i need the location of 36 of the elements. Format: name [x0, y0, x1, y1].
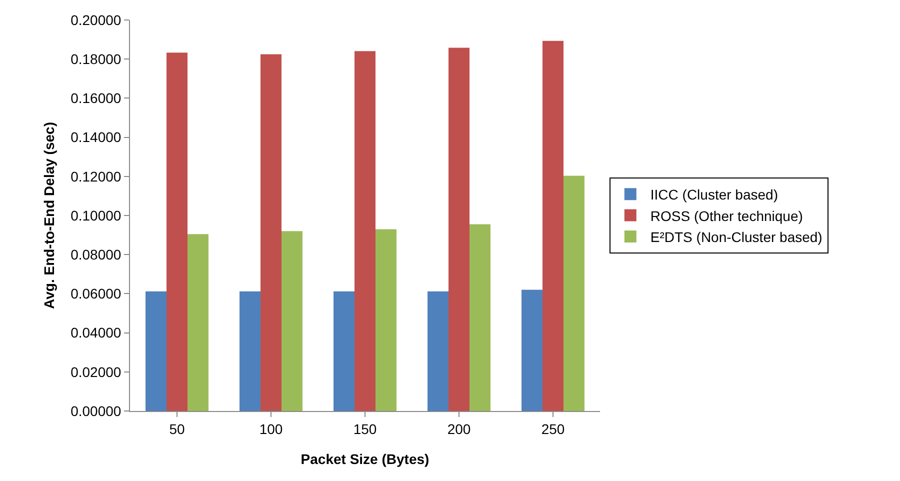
x-tick-label: 200	[447, 420, 471, 437]
y-tick-label: 0.06000	[70, 286, 122, 302]
y-tick-label: 0.08000	[70, 246, 122, 262]
x-tick-label: 250	[541, 420, 565, 437]
bar	[354, 51, 376, 411]
x-tick-label: 100	[259, 420, 283, 437]
y-tick-label: 0.04000	[70, 324, 122, 341]
legend-label: E²DTS (Non-Cluster based)	[650, 228, 822, 245]
y-tick-label: 0.02000	[70, 364, 122, 380]
bar	[146, 291, 166, 411]
bar	[522, 290, 542, 411]
x-tick-label: 50	[169, 420, 185, 437]
y-tick-label: 0.14000	[70, 129, 122, 146]
bar	[542, 40, 564, 411]
bar	[188, 234, 208, 411]
bar	[428, 291, 448, 411]
x-axis-title: Packet Size (Bytes)	[300, 451, 430, 468]
bar	[448, 48, 470, 411]
y-tick-label: 0.12000	[70, 168, 122, 184]
bar	[240, 291, 260, 411]
legend-label: IICC (Cluster based)	[650, 186, 778, 203]
bar	[260, 54, 282, 411]
bar	[166, 52, 188, 411]
y-tick-label: 0.20000	[70, 12, 122, 28]
y-tick-label: 0.16000	[70, 90, 122, 106]
legend-label: ROSS (Other technique)	[650, 208, 803, 224]
bar	[334, 291, 354, 411]
y-tick-label: 0.18000	[70, 51, 122, 67]
bar	[470, 224, 490, 411]
y-tick-label: 0.10000	[70, 207, 122, 224]
bar	[282, 231, 302, 411]
y-tick-label: 0.00000	[70, 402, 122, 419]
y-axis-title: Avg. End-to-End Delay (sec)	[41, 122, 58, 309]
x-tick-label: 150	[353, 420, 377, 437]
bar	[564, 176, 584, 411]
bar	[376, 229, 396, 411]
